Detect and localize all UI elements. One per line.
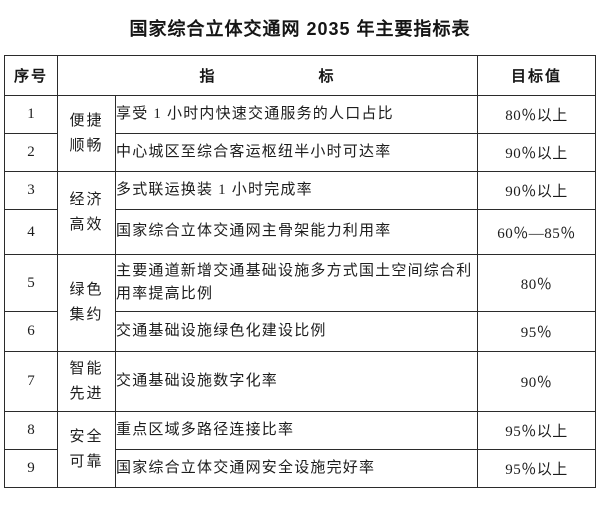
group-line: 便捷	[69, 112, 104, 129]
indicator-cell: 国家综合立体交通网安全设施完好率	[114, 449, 479, 488]
table-row: 1 便捷 顺畅 享受 1 小时内快速交通服务的人口占比 80％以上	[4, 95, 597, 172]
row-no: 9	[4, 449, 58, 488]
indicators-table: 序号 指 标 目标值 1 便捷 顺畅 享受 1 小时内快速交通服务的人口占比 8…	[4, 55, 597, 488]
target-cell: 90％以上	[477, 133, 597, 172]
header-target: 目标值	[477, 55, 597, 96]
target-cell: 95％以上	[477, 449, 597, 488]
row-no: 5	[4, 254, 58, 312]
indicator-cell: 多式联运换装 1 小时完成率	[114, 171, 479, 210]
indicator-cell: 交通基础设施数字化率	[114, 351, 479, 412]
target-cell: 90％以上	[477, 171, 597, 210]
group-cell-economic: 经济 高效	[57, 171, 116, 255]
page-title: 国家综合立体交通网 2035 年主要指标表	[129, 19, 471, 39]
indicator-cell: 中心城区至综合客运枢纽半小时可达率	[114, 133, 479, 172]
group-line: 智能	[69, 360, 104, 377]
header-indicator: 指 标	[56, 55, 479, 96]
table-row: 9 国家综合立体交通网安全设施完好率 95％以上	[4, 449, 597, 488]
group-line: 先进	[69, 385, 104, 402]
header-row: 序号 指 标 目标值	[4, 55, 597, 96]
table-row: 8 安全 可靠 重点区域多路径连接比率 95％以上	[4, 411, 597, 488]
group-line: 绿色	[69, 282, 104, 299]
document-page: 国家综合立体交通网 2035 年主要指标表 序号 指 标 目标值 1 便捷 顺畅…	[4, 19, 597, 488]
target-cell: 95％	[477, 311, 597, 352]
row-no: 2	[4, 133, 58, 172]
group-cell-safe: 安全 可靠	[57, 411, 116, 488]
table-row: 4 国家综合立体交通网主骨架能力利用率 60％—85％	[4, 209, 597, 255]
indicator-cell: 国家综合立体交通网主骨架能力利用率	[114, 209, 479, 255]
target-cell: 80％	[477, 254, 597, 312]
table-row: 5 绿色 集约 主要通道新增交通基础设施多方式国土空间综合利用率提高比例 80％	[4, 254, 597, 352]
group-cell-convenient: 便捷 顺畅	[57, 95, 116, 172]
row-no: 8	[4, 411, 58, 450]
target-cell: 95％以上	[477, 411, 597, 450]
header-no: 序号	[4, 55, 58, 96]
group-line: 高效	[69, 217, 104, 233]
row-no: 7	[4, 351, 58, 412]
table-row: 3 经济 高效 多式联运换装 1 小时完成率 90％以上	[4, 171, 597, 255]
indicator-cell: 主要通道新增交通基础设施多方式国土空间综合利用率提高比例	[114, 254, 479, 312]
indicator-cell: 交通基础设施绿色化建设比例	[114, 311, 479, 352]
table-row: 7 智能 先进 交通基础设施数字化率 90％	[4, 351, 597, 412]
group-line: 顺畅	[69, 137, 104, 154]
target-cell: 80％以上	[477, 95, 597, 134]
row-no: 6	[4, 311, 58, 352]
indicator-cell: 享受 1 小时内快速交通服务的人口占比	[114, 95, 479, 134]
indicator-cell: 重点区域多路径连接比率	[114, 411, 479, 450]
table-row: 2 中心城区至综合客运枢纽半小时可达率 90％以上	[4, 133, 597, 172]
group-line: 可靠	[69, 453, 104, 470]
group-line: 经济	[69, 192, 104, 209]
group-line: 集约	[69, 307, 104, 323]
group-cell-smart: 智能 先进	[57, 351, 116, 412]
target-cell: 60％—85％	[477, 209, 597, 255]
row-no: 1	[4, 95, 58, 134]
row-no: 3	[4, 171, 58, 210]
row-no: 4	[4, 209, 58, 255]
group-line: 安全	[69, 428, 104, 445]
group-cell-green: 绿色 集约	[57, 254, 116, 352]
target-cell: 90％	[477, 351, 597, 412]
